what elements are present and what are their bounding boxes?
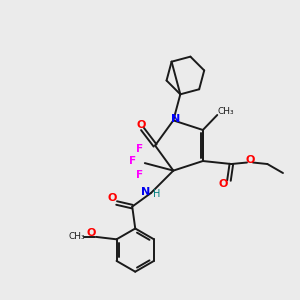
Text: O: O <box>108 193 117 203</box>
Text: F: F <box>136 144 143 154</box>
Text: CH₃: CH₃ <box>217 107 234 116</box>
Text: O: O <box>87 228 96 238</box>
Text: CH₃: CH₃ <box>69 232 85 241</box>
Text: N: N <box>141 187 150 197</box>
Text: N: N <box>171 114 180 124</box>
Text: F: F <box>129 156 137 166</box>
Text: O: O <box>245 154 255 164</box>
Text: F: F <box>136 170 143 180</box>
Text: H: H <box>153 189 160 199</box>
Text: O: O <box>136 120 146 130</box>
Text: O: O <box>218 179 228 189</box>
